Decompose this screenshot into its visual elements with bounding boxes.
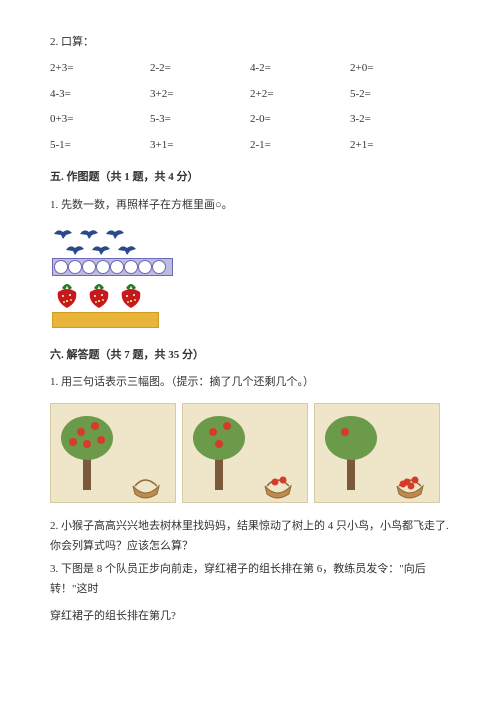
calc-cell: 5-1= [50, 136, 150, 156]
count-circle [68, 260, 82, 274]
strawberry-icon [116, 280, 146, 310]
bird-icon [90, 242, 112, 256]
count-circle [96, 260, 110, 274]
section5-header: 五. 作图题（共 1 题，共 4 分） [50, 168, 450, 188]
calc-cell: 3+1= [150, 136, 250, 156]
bird-icon [64, 242, 86, 256]
bird-icon [116, 242, 138, 256]
birds-row-2 [64, 242, 450, 256]
section6-q3a: 3. 下图是 8 个队员正步向前走，穿红裙子的组长排在第 6，教练员发令："向后… [50, 560, 450, 600]
calc-cell: 2+2= [250, 85, 350, 105]
strawberry-icon [52, 280, 82, 310]
bird-icon [104, 226, 126, 240]
bird-icon [52, 226, 74, 240]
calc-cell: 3-2= [350, 110, 450, 130]
tree-panel [314, 403, 440, 503]
section6-q3b: 穿红裙子的组长排在第几? [50, 607, 450, 627]
section6-q1: 1. 用三句话表示三幅图。（提示：摘了几个还剩几个。） [50, 373, 450, 393]
birds-row-1 [52, 226, 450, 240]
section6-q2: 2. 小猴子高高兴兴地去树林里找妈妈，结果惊动了树上的 4 只小鸟，小鸟都飞走了… [50, 517, 450, 557]
calc-cell: 0+3= [50, 110, 150, 130]
calc-cell: 2+0= [350, 59, 450, 79]
figure-birds-strawberries [52, 226, 450, 328]
calc-cell: 5-3= [150, 110, 250, 130]
count-circle [110, 260, 124, 274]
count-circle [82, 260, 96, 274]
tree-panel [50, 403, 176, 503]
calc-cell: 2-0= [250, 110, 350, 130]
calc-grid: 2+3= 2-2= 4-2= 2+0= 4-3= 3+2= 2+2= 5-2= … [50, 59, 450, 156]
strawberry-row [52, 280, 450, 310]
calc-cell: 5-2= [350, 85, 450, 105]
calc-cell: 2-1= [250, 136, 350, 156]
count-circle [54, 260, 68, 274]
q2-label: 2. 口算： [50, 33, 450, 53]
worksheet-page: 2. 口算： 2+3= 2-2= 4-2= 2+0= 4-3= 3+2= 2+2… [0, 0, 500, 660]
bird-icon [78, 226, 100, 240]
calc-cell: 4-2= [250, 59, 350, 79]
calc-cell: 2-2= [150, 59, 250, 79]
calc-cell: 2+3= [50, 59, 150, 79]
calc-cell: 4-3= [50, 85, 150, 105]
count-circle [138, 260, 152, 274]
tree-panels [50, 403, 450, 503]
section6-header: 六. 解答题（共 7 题，共 35 分） [50, 346, 450, 366]
circles-bar [52, 258, 173, 276]
calc-cell: 3+2= [150, 85, 250, 105]
calc-cell: 2+1= [350, 136, 450, 156]
strawberry-icon [84, 280, 114, 310]
count-circle [124, 260, 138, 274]
count-circle [152, 260, 166, 274]
section5-q1: 1. 先数一数，再照样子在方框里画○。 [50, 196, 450, 216]
gold-bar [52, 312, 159, 328]
tree-panel [182, 403, 308, 503]
